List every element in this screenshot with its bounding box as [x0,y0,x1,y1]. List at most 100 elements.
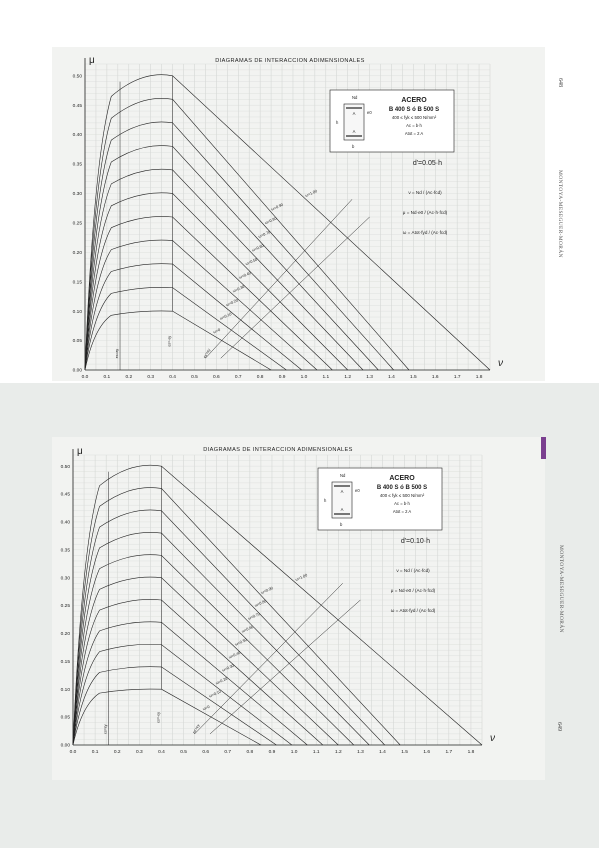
strain-line [205,199,353,359]
omega-label: ω=0.80 [254,599,267,608]
omega-label: ω=1.00 [295,573,308,582]
omega-label: ω=0.20 [215,677,228,686]
x-tick-label: 0.6 [202,749,209,755]
y-axis-symbol: μ [89,55,95,66]
formula-omega: ω = Atot·fyd / (Ac·fcd) [403,230,448,235]
formula-mu: μ = Nd·e0 / (Ac·h·fcd) [403,210,448,215]
bookmark-tab [541,437,546,459]
x-tick-label: 1.4 [388,374,395,380]
interaction-curve [84,216,333,371]
section-e0-label: e0 [355,488,360,493]
interaction-curve [72,576,339,746]
x-tick-label: 1.3 [366,374,373,380]
y-tick-label: 0.00 [61,743,71,749]
x-tick-label: 1.2 [335,749,342,755]
interaction-curve [84,263,302,371]
side-author-text: MONTOYA-MESEGUER-MORÁN [558,545,564,633]
x-tick-label: 1.4 [379,749,386,755]
x-tick-label: 0.9 [279,374,286,380]
section-rect [331,481,353,519]
strain-line [194,583,343,735]
y-tick-label: 0.40 [73,132,83,138]
y-tick-label: 0.20 [61,631,71,637]
chart-title: DIAGRAMAS DE INTERACCION ADIMENSIONALES [203,447,353,453]
y-tick-label: 0.45 [61,492,71,498]
omega-label: ω=0.70 [258,230,271,239]
section-nd-label: Nd [340,473,346,478]
strain-label: εs'=εy [203,348,212,359]
interaction-curve [84,310,272,371]
interaction-curve [84,192,348,371]
interaction-curve [72,643,293,746]
y-tick-label: 0.25 [73,220,83,226]
y-tick-label: 0.10 [61,687,71,693]
x-tick-label: 1.8 [476,374,483,380]
strain-line [220,216,370,359]
page-number: 649 [556,722,562,731]
section-h-label: h [336,120,339,125]
omega-label: ω=0.60 [241,625,254,634]
x-tick-label: 0.4 [158,749,165,755]
y-axis-symbol: μ [77,446,83,457]
x-tick-label: 0.1 [92,749,99,755]
section-e0-label: e0 [367,110,372,115]
ac-formula: Ac = b·h [406,123,422,128]
x-tick-label: 1.6 [423,749,430,755]
y-tick-label: 0.10 [73,309,83,315]
formula-mu: μ = Nd·e0 / (Ac·h·fcd) [391,588,436,593]
interaction-curve [84,287,287,371]
steel-grade: B 400 S ó B 500 S [389,107,439,113]
material-title: ACERO [401,97,427,104]
interaction-curve [72,532,370,746]
omega-label: ω=1.00 [305,189,318,198]
x-tick-label: 1.7 [454,374,461,380]
y-tick-label: 0.35 [73,162,83,168]
x-tick-label: 0.2 [125,374,132,380]
omega-label: ω=0.10 [208,690,221,699]
interaction-curve [72,688,262,746]
interaction-curve [84,145,379,371]
ac-formula: Ac = b·h [394,501,410,506]
interaction-curve [72,487,401,746]
fyk-range: 400 ≤ fyk ≤ 500 N/mm² [380,493,425,498]
omega-label: ω=0.40 [238,271,251,280]
d-ratio: d'=0.10·h [401,538,430,545]
x-tick-label: 1.2 [344,374,351,380]
y-tick-label: 0.20 [73,250,83,256]
strain-label: εs=εy [103,724,107,734]
section-a-label: A [341,507,344,512]
x-tick-label: 1.7 [446,749,453,755]
x-tick-label: 0.2 [114,749,121,755]
page-number: 648 [557,78,563,87]
strain-label: εs'=εy [192,723,201,734]
omega-label: ω=0.50 [234,638,247,647]
strain-line [209,599,361,735]
y-tick-label: 0.50 [61,464,71,470]
omega-label: ω=0.30 [221,664,234,673]
interaction-curve [84,168,364,371]
section-a-label: A [341,489,344,494]
formula-nu: ν = Nd / (Ac·fcd) [396,568,430,573]
y-tick-label: 0.05 [61,715,71,721]
x-tick-label: 0.7 [224,749,231,755]
section-b-label: b [340,522,343,527]
x-tick-label: 1.1 [322,374,329,380]
side-author-text: MONTOYA-MESEGUER-MORÁN [557,170,563,258]
x-tick-label: 0.8 [257,374,264,380]
x-tick-label: 1.0 [291,749,298,755]
x-tick-label: 0.8 [247,749,254,755]
x-tick-label: 0.5 [191,374,198,380]
y-tick-label: 0.25 [61,603,71,609]
y-tick-label: 0.35 [61,547,71,553]
omega-label: ω=0.50 [245,257,258,266]
omega-label: ω=0.80 [264,216,277,225]
omega-label: ω=0 [213,328,221,335]
x-tick-label: 1.1 [313,749,320,755]
steel-grade: B 400 S ó B 500 S [377,485,427,491]
omega-label: ω=0.10 [219,312,232,321]
chart-title: DIAGRAMAS DE INTERACCION ADIMENSIONALES [215,58,365,64]
strain-label: εs=-εy [168,336,172,347]
x-tick-label: 0.5 [180,749,187,755]
x-tick-label: 1.8 [468,749,475,755]
